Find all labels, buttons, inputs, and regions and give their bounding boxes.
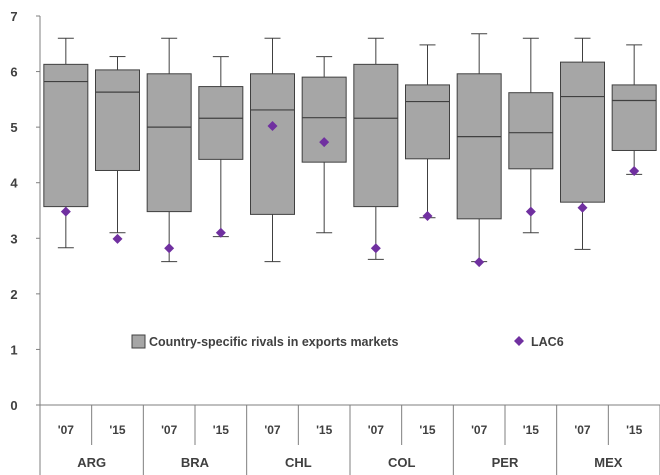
- y-tick-label: 0: [10, 398, 17, 413]
- box-iqr: [301, 76, 347, 163]
- x-group-label: CHL: [285, 455, 312, 470]
- box-chl-15: [301, 56, 347, 234]
- legend-box-swatch: [131, 334, 146, 349]
- lac6-marker: [370, 243, 381, 254]
- box-mex-15: [611, 44, 657, 175]
- box-iqr: [353, 63, 399, 208]
- lac6-markers-layer: [60, 121, 640, 268]
- lac6-marker: [422, 211, 433, 222]
- x-tick-label-year: '15: [419, 423, 436, 437]
- x-tick-label-year: '07: [574, 423, 591, 437]
- box-iqr: [95, 69, 140, 171]
- y-tick-label: 2: [10, 287, 17, 302]
- box-iqr: [146, 73, 192, 213]
- x-tick-label-year: '07: [58, 423, 75, 437]
- box-iqr: [611, 84, 657, 151]
- x-tick-label-year: '15: [213, 423, 230, 437]
- x-tick-label-year: '15: [626, 423, 643, 437]
- boxes-layer: [43, 33, 657, 263]
- x-tick-label-year: '15: [109, 423, 126, 437]
- box-bra-15: [198, 56, 244, 238]
- y-tick-label: 7: [10, 9, 17, 24]
- x-tick-label-year: '15: [316, 423, 333, 437]
- x-group-label: BRA: [181, 455, 210, 470]
- x-tick-label-year: '07: [471, 423, 488, 437]
- lac6-marker: [164, 243, 175, 254]
- x-tick-label-year: '07: [264, 423, 281, 437]
- box-col-15: [405, 44, 450, 219]
- legend-box-label: Country-specific rivals in exports marke…: [149, 335, 398, 349]
- box-iqr: [508, 92, 554, 170]
- x-group-label: COL: [388, 455, 416, 470]
- lac6-marker: [267, 121, 278, 132]
- legend-marker-swatch: [514, 336, 524, 346]
- x-group-label: PER: [492, 455, 519, 470]
- legend-marker-label: LAC6: [531, 335, 564, 349]
- lac6-marker: [525, 206, 536, 217]
- lac6-marker: [629, 166, 640, 177]
- x-axis: '07 '15 ARG '07 '15 BRA '07 '15 CHL '07 '15 COL '07 '…: [39, 404, 660, 475]
- y-tick-label: 6: [10, 65, 17, 80]
- y-axis: 0 1 2 3 4 5 6 7: [10, 9, 41, 413]
- box-bra-07: [146, 37, 192, 263]
- lac6-marker: [215, 227, 226, 238]
- x-group-label: ARG: [77, 455, 106, 470]
- box-chl-07: [250, 37, 295, 263]
- lac6-marker: [319, 137, 330, 148]
- y-tick-label: 5: [10, 120, 17, 135]
- box-arg-15: [95, 56, 140, 234]
- x-tick-label-year: '07: [368, 423, 385, 437]
- legend: Country-specific rivals in exports marke…: [131, 334, 564, 349]
- box-iqr: [405, 84, 450, 160]
- x-group-label: MEX: [594, 455, 623, 470]
- lac6-marker: [112, 233, 123, 244]
- box-iqr: [560, 61, 605, 203]
- box-iqr: [198, 86, 244, 160]
- box-col-07: [353, 37, 399, 260]
- y-tick-label: 3: [10, 231, 17, 246]
- box-iqr: [250, 73, 295, 215]
- box-per-07: [456, 33, 502, 263]
- box-mex-07: [560, 37, 605, 250]
- x-tick-label-year: '15: [523, 423, 540, 437]
- box-per-15: [508, 37, 554, 234]
- y-tick-label: 1: [10, 342, 17, 357]
- box-arg-07: [43, 37, 89, 249]
- lac6-marker: [60, 206, 71, 217]
- box-iqr: [43, 63, 89, 208]
- x-tick-label-year: '07: [161, 423, 178, 437]
- lac6-marker: [577, 202, 588, 213]
- lac6-marker: [474, 257, 485, 268]
- box-iqr: [456, 73, 502, 220]
- y-tick-label: 4: [10, 176, 18, 191]
